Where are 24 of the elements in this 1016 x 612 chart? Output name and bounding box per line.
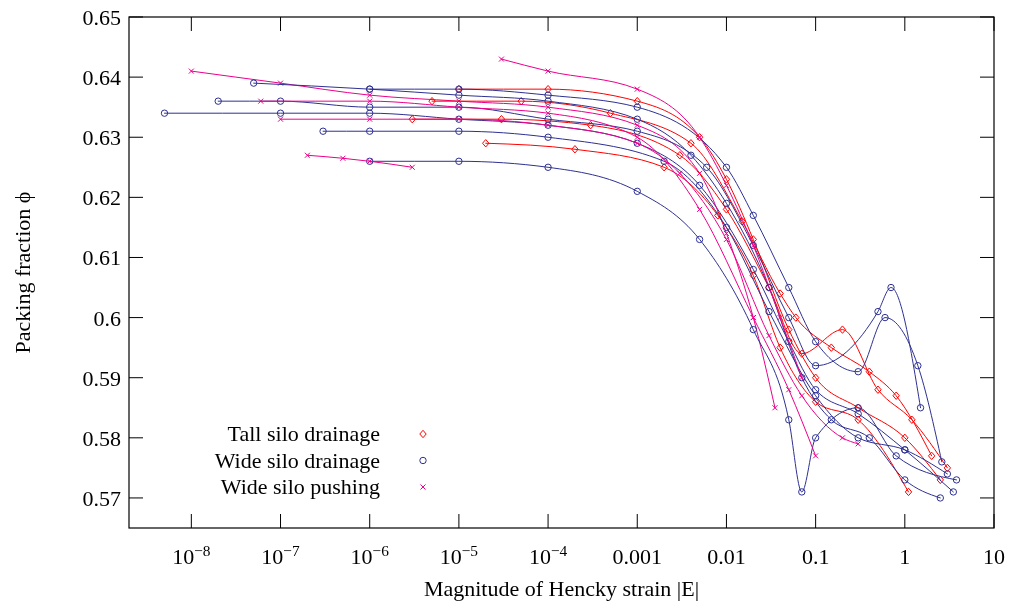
x-tick-label: 1 bbox=[899, 544, 911, 569]
x-tick-label: 10$^{−6}$ bbox=[350, 541, 390, 569]
y-tick-label: 0.65 bbox=[82, 5, 121, 30]
y-tick-label: 0.64 bbox=[82, 65, 121, 91]
legend-label: Wide silo pushing bbox=[220, 474, 380, 499]
x-tick-label: 10 bbox=[983, 544, 1005, 569]
y-tick-label: 0.6 bbox=[93, 305, 121, 331]
x-tick-label: 10$^{−5}$ bbox=[439, 541, 479, 569]
x-tick-label: 0.1 bbox=[801, 544, 830, 569]
y-tick-label: 0.62 bbox=[82, 185, 121, 211]
y-tick-label: 0.61 bbox=[82, 245, 121, 271]
x-axis-title: Magnitude of Hencky strain |E| bbox=[423, 576, 700, 601]
x-tick-label: 0.001 bbox=[612, 544, 663, 569]
x-tick-label: 10$^{−4}$ bbox=[528, 541, 568, 569]
y-tick-label: 0.58 bbox=[82, 425, 121, 451]
legend-label: Tall silo drainage bbox=[227, 421, 380, 446]
y-tick-label: 0.57 bbox=[82, 485, 121, 511]
x-tick-label: 0.01 bbox=[707, 544, 746, 569]
x-tick-label: 10$^{−8}$ bbox=[172, 541, 211, 569]
x-tick-label: 10$^{−7}$ bbox=[261, 541, 301, 569]
legend-label: Wide silo drainage bbox=[214, 447, 380, 473]
y-axis-title: Packing fraction ϕ bbox=[10, 191, 35, 354]
y-tick-label: 0.59 bbox=[82, 365, 121, 391]
y-tick-label: 0.63 bbox=[82, 125, 121, 151]
